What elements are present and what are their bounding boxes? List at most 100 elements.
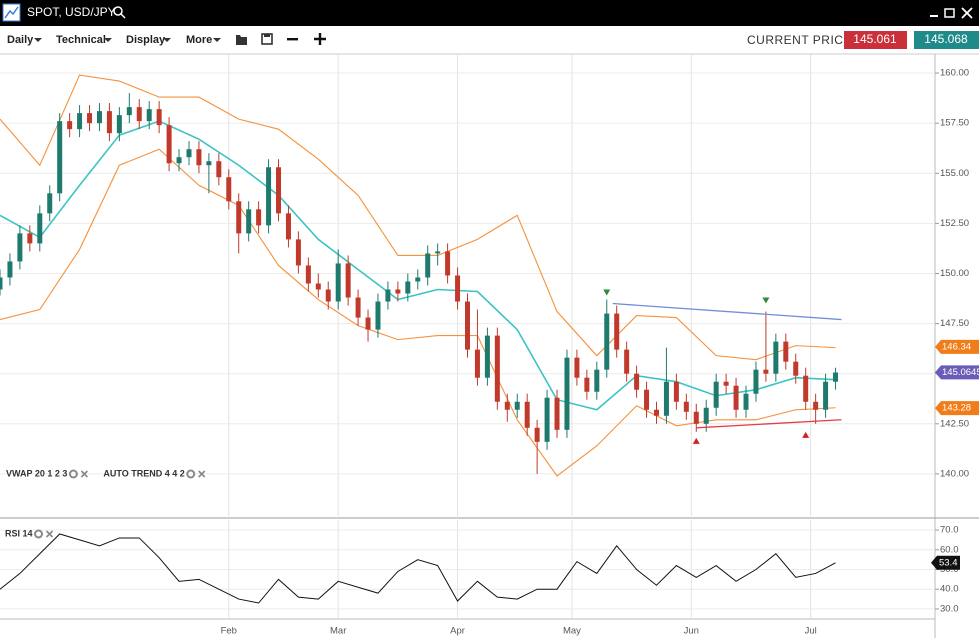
settings-icon[interactable] bbox=[186, 469, 196, 479]
candle-body bbox=[236, 201, 242, 234]
y-tick-label: 147.50 bbox=[940, 318, 969, 329]
band-line bbox=[0, 74, 836, 361]
search-icon[interactable] bbox=[113, 6, 123, 16]
x-tick-label: Mar bbox=[330, 626, 346, 637]
candle-body bbox=[246, 209, 252, 234]
rsi-label: RSI 14 bbox=[5, 528, 33, 538]
candle-body bbox=[87, 113, 93, 124]
candle-body bbox=[614, 313, 620, 350]
menu-more[interactable]: More bbox=[186, 34, 212, 46]
candle-body bbox=[703, 407, 709, 424]
band-line bbox=[0, 120, 836, 411]
candle-body bbox=[355, 297, 361, 318]
candle-body bbox=[733, 385, 739, 410]
candle-body bbox=[27, 233, 33, 244]
menu-daily[interactable]: Daily bbox=[7, 34, 34, 46]
candle-body bbox=[504, 401, 510, 410]
candle-body bbox=[763, 369, 769, 374]
x-tick-label: May bbox=[563, 626, 581, 637]
candle-body bbox=[405, 281, 411, 294]
candle-body bbox=[385, 289, 391, 302]
candle-body bbox=[624, 349, 630, 374]
y-tick-label: 30.0 bbox=[940, 603, 959, 614]
candle-body bbox=[584, 377, 590, 392]
rsi-line bbox=[0, 533, 836, 604]
open-icon[interactable] bbox=[236, 35, 247, 45]
candle-body bbox=[47, 193, 53, 214]
candle-body bbox=[783, 341, 789, 362]
popout-button[interactable] bbox=[944, 8, 955, 18]
candle-body bbox=[156, 109, 162, 126]
settings-icon[interactable] bbox=[34, 529, 44, 539]
candle-body bbox=[166, 125, 172, 164]
y-tick-label: 142.50 bbox=[940, 418, 969, 429]
indicator-label: VWAP 20 1 2 3 bbox=[6, 468, 67, 478]
candle-body bbox=[325, 289, 331, 302]
candle-body bbox=[276, 167, 282, 214]
candle-body bbox=[594, 369, 600, 392]
toolbar bbox=[0, 26, 979, 54]
price-badge-label: 143.28 bbox=[942, 403, 971, 414]
candle-body bbox=[713, 381, 719, 408]
rsi-badge bbox=[931, 555, 960, 570]
candle-body bbox=[833, 372, 839, 382]
candle-body bbox=[793, 361, 799, 376]
menu-technical[interactable]: Technical bbox=[56, 34, 106, 46]
remove-icon[interactable] bbox=[198, 470, 206, 478]
title-bar bbox=[0, 0, 979, 26]
bid-box[interactable] bbox=[844, 31, 907, 49]
candle-body bbox=[435, 251, 441, 254]
candle-body bbox=[574, 357, 580, 378]
remove-icon[interactable] bbox=[80, 470, 88, 478]
candle-body bbox=[753, 369, 759, 394]
candle-body bbox=[335, 263, 341, 302]
candle-body bbox=[743, 393, 749, 410]
candle-body bbox=[803, 375, 809, 402]
price-badge-label: 145.0645 bbox=[942, 367, 979, 378]
candle-body bbox=[216, 161, 222, 178]
price-badge bbox=[935, 339, 979, 354]
candle-body bbox=[554, 397, 560, 430]
y-tick-label: 155.00 bbox=[940, 168, 969, 179]
candle-body bbox=[77, 113, 83, 130]
candle-body bbox=[514, 401, 520, 410]
candle-body bbox=[445, 251, 451, 276]
candle-body bbox=[544, 397, 550, 442]
signal-marker bbox=[692, 437, 700, 444]
search-icon-handle bbox=[120, 13, 126, 19]
candle-body bbox=[96, 111, 102, 124]
close-button[interactable] bbox=[961, 7, 973, 19]
window-title: SPOT, USD/JPY bbox=[27, 5, 116, 19]
candle-body bbox=[653, 409, 659, 416]
candle-body bbox=[315, 283, 321, 290]
minimize-button[interactable] bbox=[930, 15, 938, 17]
signal-marker bbox=[603, 289, 611, 296]
caret bbox=[104, 38, 112, 42]
zoom-out[interactable] bbox=[287, 38, 298, 41]
candle-body bbox=[465, 301, 470, 350]
settings-icon[interactable] bbox=[68, 469, 78, 479]
y-tick-label: 157.50 bbox=[940, 118, 969, 129]
zoom-in[interactable] bbox=[314, 33, 326, 45]
candle-body bbox=[484, 335, 490, 378]
x-tick-label: Jun bbox=[684, 626, 699, 637]
candle-body bbox=[375, 301, 381, 330]
candle-body bbox=[67, 121, 73, 130]
candle-body bbox=[425, 253, 431, 278]
candle-body bbox=[534, 427, 540, 442]
candle-body bbox=[524, 401, 530, 428]
menu-display[interactable]: Display bbox=[126, 34, 166, 46]
ask-box[interactable] bbox=[914, 31, 979, 49]
x-tick-label: Feb bbox=[221, 626, 237, 637]
candle-body bbox=[106, 111, 112, 134]
remove-icon[interactable] bbox=[45, 530, 54, 538]
candle-body bbox=[395, 289, 401, 294]
candle-body bbox=[176, 157, 182, 164]
save-icon-top bbox=[264, 34, 270, 37]
candle-body bbox=[186, 149, 192, 158]
candle-body bbox=[57, 121, 63, 194]
candle-body bbox=[196, 149, 202, 166]
y-tick-label: 160.00 bbox=[940, 68, 969, 79]
candle-body bbox=[136, 107, 142, 122]
